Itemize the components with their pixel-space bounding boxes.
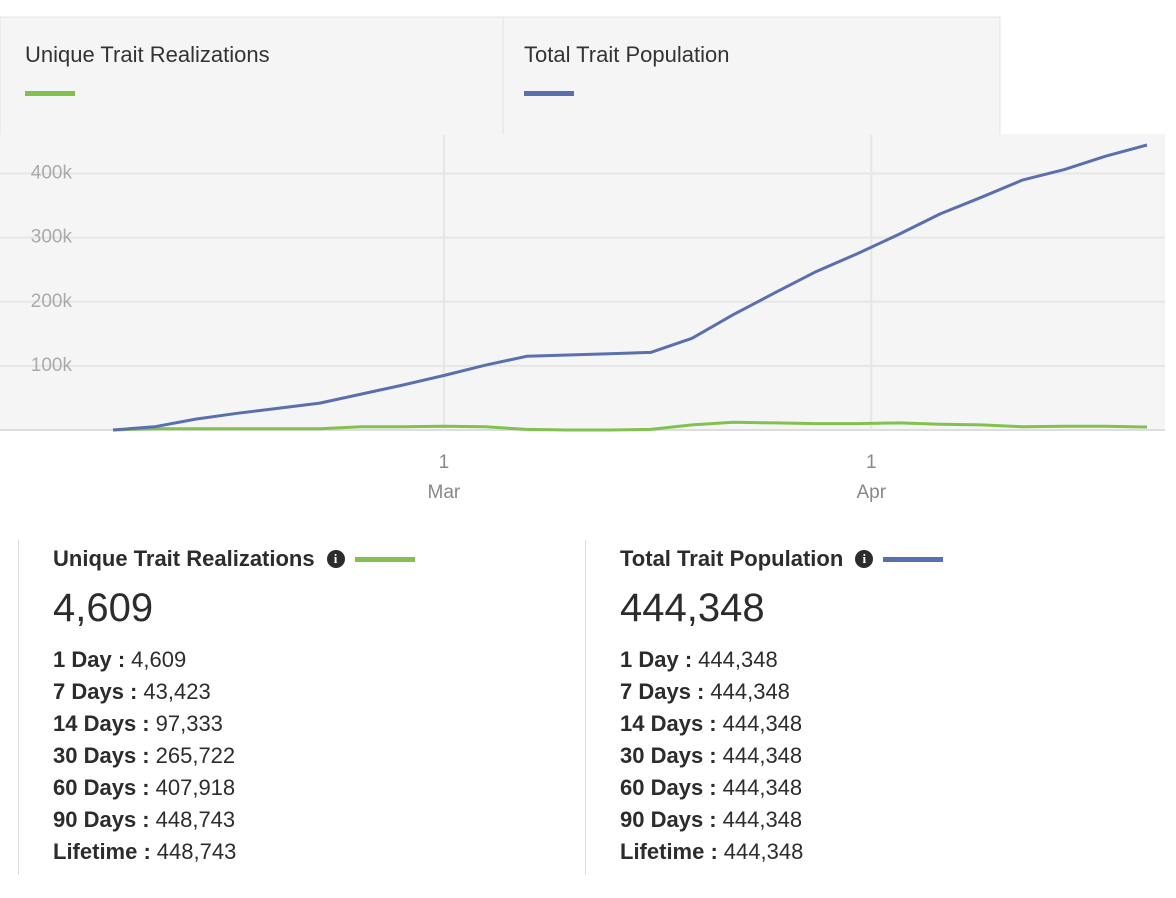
stat-value: 448,743 — [156, 839, 237, 864]
x-tick-label: Apr — [856, 482, 886, 503]
tab[interactable] — [0, 16, 504, 136]
stat-row: 1 Day :444,348 — [620, 644, 943, 676]
series-line — [112, 143, 1148, 432]
stat-label: Lifetime : — [53, 839, 151, 864]
stat-row: 90 Days :444,348 — [620, 804, 943, 836]
tab-label: Total Trait Population — [524, 42, 729, 67]
tab-label: Unique Trait Realizations — [25, 42, 270, 67]
plot-background — [0, 134, 1165, 431]
stat-value: 265,722 — [155, 743, 236, 768]
stat-row: 90 Days :448,743 — [53, 804, 415, 836]
stat-row: 1 Day :4,609 — [53, 644, 415, 676]
stat-value: 444,348 — [722, 807, 803, 832]
title-text: Total Trait Population — [620, 546, 844, 571]
stat-label: 60 Days : — [620, 775, 717, 800]
x-tick-label: 1 — [866, 452, 877, 473]
stat-row: Lifetime :448,743 — [53, 836, 415, 868]
stat-label: 1 Day : — [620, 647, 693, 672]
stat-row: 60 Days :407,918 — [53, 772, 415, 804]
stat-label: 7 Days : — [620, 679, 705, 704]
chart: Unique Trait Realizations Total Trait Po… — [0, 16, 1165, 503]
tab[interactable] — [502, 16, 1001, 136]
panel-title: Unique Trait Realizations i — [53, 540, 415, 578]
y-tick-label: 200k — [31, 291, 73, 312]
stat-row: 7 Days :444,348 — [620, 676, 943, 708]
stat-label: 14 Days : — [620, 711, 717, 736]
stat-row: 30 Days :265,722 — [53, 740, 415, 772]
stat-row: 7 Days :43,423 — [53, 676, 415, 708]
stat-label: 90 Days : — [53, 807, 150, 832]
stat-label: Lifetime : — [620, 839, 718, 864]
panel-value: 4,609 — [53, 586, 154, 630]
stat-value: 448,743 — [155, 807, 236, 832]
stat-row: 14 Days :444,348 — [620, 708, 943, 740]
y-tick-label: 300k — [31, 227, 73, 248]
stat-row: 30 Days :444,348 — [620, 740, 943, 772]
stat-panel: Unique Trait Realizations i 4,609 1 Day :4,… — [18, 540, 415, 875]
legend-line — [354, 556, 415, 562]
y-tick-label: 400k — [31, 162, 73, 183]
stat-value: 444,348 — [722, 775, 803, 800]
info-icon[interactable]: i — [326, 550, 345, 568]
stat-label: 30 Days : — [620, 743, 717, 768]
stat-label: 14 Days : — [53, 711, 150, 736]
title-text: Unique Trait Realizations — [53, 546, 315, 571]
panel-value: 444,348 — [620, 586, 765, 630]
tab-swatch — [524, 91, 574, 96]
panel-title: Total Trait Population i — [620, 540, 944, 578]
tab-swatch — [25, 91, 75, 96]
stat-label: 7 Days : — [53, 679, 138, 704]
stat-value: 444,348 — [698, 647, 778, 672]
stat-value: 97,333 — [155, 711, 223, 736]
legend-line — [883, 556, 944, 562]
stat-label: 90 Days : — [620, 807, 717, 832]
stat-value: 4,609 — [131, 647, 187, 672]
stat-value: 407,918 — [155, 775, 236, 800]
x-tick-label: 1 — [439, 452, 450, 473]
series-line — [112, 420, 1148, 432]
stat-panel: Total Trait Population i 444,348 1 Day :444… — [585, 540, 944, 875]
stat-value: 444,348 — [722, 711, 803, 736]
stat-row: 60 Days :444,348 — [620, 772, 943, 804]
stat-value: 444,348 — [710, 679, 790, 704]
stat-value: 444,348 — [723, 839, 804, 864]
y-tick-label: 100k — [31, 355, 73, 376]
stat-row: Lifetime :444,348 — [620, 836, 943, 868]
stat-label: 30 Days : — [53, 743, 150, 768]
stat-value: 444,348 — [722, 743, 803, 768]
info-icon[interactable]: i — [855, 550, 874, 568]
stat-label: 60 Days : — [53, 775, 150, 800]
stat-value: 43,423 — [143, 679, 211, 704]
x-tick-label: Mar — [428, 482, 461, 503]
stat-row: 14 Days :97,333 — [53, 708, 415, 740]
stat-label: 1 Day : — [53, 647, 126, 672]
